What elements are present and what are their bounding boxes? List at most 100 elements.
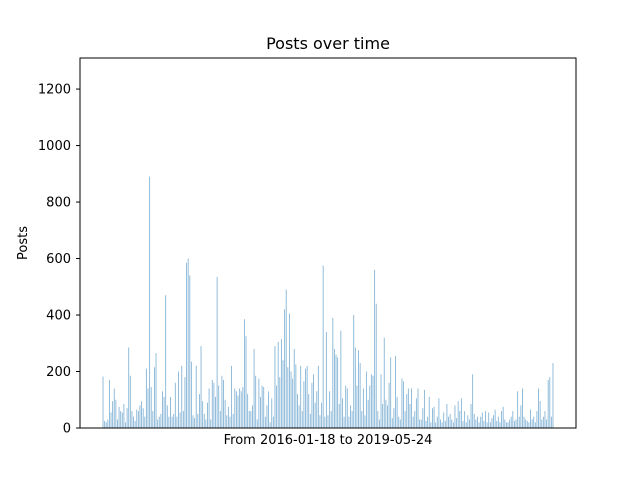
bar <box>467 415 469 428</box>
bar <box>226 415 228 428</box>
bar <box>134 420 136 428</box>
bar <box>432 408 433 428</box>
bar <box>369 385 371 428</box>
y-tick-label: 1200 <box>38 83 71 98</box>
bar <box>464 411 466 428</box>
bar <box>298 405 300 428</box>
bar <box>112 401 114 428</box>
bar <box>237 395 239 428</box>
bar <box>258 378 260 428</box>
bar <box>215 396 216 428</box>
bar <box>129 375 131 428</box>
bar <box>395 355 396 428</box>
bar <box>133 416 134 428</box>
bar <box>121 412 123 428</box>
chart-title: Posts over time <box>266 34 390 53</box>
bar <box>128 347 130 428</box>
bar <box>409 403 411 428</box>
bar <box>539 401 541 428</box>
bar <box>488 412 490 428</box>
bar <box>255 375 257 428</box>
bar <box>325 331 327 428</box>
bar <box>149 176 151 428</box>
bar <box>478 422 480 428</box>
bar <box>309 413 311 428</box>
bar <box>311 382 313 428</box>
bar <box>526 420 528 428</box>
bar <box>538 388 539 428</box>
bar <box>288 313 290 428</box>
bar <box>153 367 155 428</box>
bar <box>411 388 413 428</box>
bar <box>393 408 395 428</box>
bar <box>277 341 279 428</box>
bar <box>113 388 115 428</box>
y-tick-label: 800 <box>46 196 71 211</box>
bar <box>115 399 117 428</box>
bar <box>314 402 316 428</box>
bar <box>165 295 167 428</box>
bar <box>483 420 485 428</box>
bar <box>176 416 178 428</box>
bar <box>202 401 204 428</box>
bar <box>150 387 152 428</box>
bar <box>364 415 366 428</box>
bar <box>181 365 183 428</box>
bar <box>362 388 364 428</box>
bar <box>346 388 348 428</box>
bar <box>131 411 133 428</box>
bar <box>162 391 163 428</box>
bar <box>223 379 224 428</box>
bar <box>182 411 184 428</box>
bar <box>396 396 398 428</box>
bar <box>509 419 511 428</box>
bar <box>145 368 147 428</box>
bar <box>292 378 294 428</box>
bar <box>534 422 536 428</box>
bar <box>306 365 308 428</box>
bar <box>108 379 110 428</box>
bar <box>407 388 409 428</box>
bar <box>441 422 443 428</box>
bar <box>523 416 525 428</box>
bar <box>200 346 202 428</box>
bars-layer <box>102 176 554 428</box>
bar <box>425 420 427 428</box>
bar <box>446 403 448 428</box>
bar <box>321 402 323 428</box>
bar <box>245 336 247 428</box>
bar <box>102 376 104 428</box>
bar <box>472 374 474 428</box>
bar <box>372 375 374 428</box>
bar <box>375 303 377 428</box>
bar <box>174 382 176 428</box>
bar <box>541 419 543 428</box>
bar <box>139 405 141 428</box>
bar <box>486 422 488 428</box>
bar <box>385 399 387 428</box>
bar <box>388 382 390 428</box>
bar <box>142 408 144 428</box>
bar <box>465 422 467 428</box>
bar <box>422 408 424 428</box>
bar <box>489 422 491 428</box>
bar <box>378 419 380 428</box>
bar <box>287 367 289 428</box>
bar <box>398 416 400 428</box>
bar <box>345 385 347 428</box>
bar <box>210 419 212 428</box>
bar <box>305 368 306 428</box>
bar <box>536 411 538 428</box>
bar <box>280 339 282 428</box>
bar <box>123 403 125 428</box>
bar <box>383 337 385 428</box>
bar <box>444 420 446 428</box>
bar <box>459 411 461 428</box>
bar <box>451 419 453 428</box>
bar <box>207 402 208 428</box>
bar <box>211 379 213 428</box>
bar <box>256 419 258 428</box>
bar <box>338 403 340 428</box>
bar <box>504 419 506 428</box>
